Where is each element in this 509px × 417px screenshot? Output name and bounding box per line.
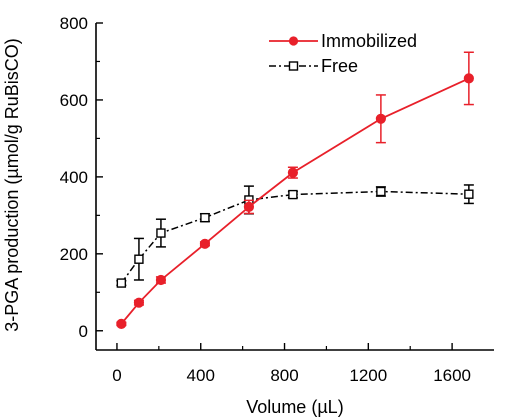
legend-marker: [288, 61, 299, 71]
data-point: [375, 113, 386, 124]
y-tick-label: 0: [79, 322, 88, 341]
data-point: [116, 278, 127, 288]
series-line: [120, 77, 470, 325]
legend: Immobilized Free: [269, 31, 417, 76]
series-layer: [116, 51, 474, 329]
data-point: [243, 201, 255, 212]
x-tick-label: 1600: [433, 366, 471, 385]
legend-marker: [288, 36, 299, 46]
x-tick-label: 1200: [349, 366, 387, 385]
y-tick-label: 200: [60, 245, 88, 264]
legend-label: Immobilized: [321, 31, 417, 51]
legend-entry-immobilized: Immobilized: [269, 31, 417, 51]
y-tick-label: 400: [60, 168, 88, 187]
y-tick-label: 600: [60, 91, 88, 110]
x-axis-title: Volume (µL): [246, 397, 343, 417]
data-point: [287, 167, 299, 178]
x-tick-label: 0: [112, 366, 121, 385]
y-axis-title: 3-PGA production (µmol/g RuBisCO): [2, 38, 22, 331]
data-point: [288, 189, 298, 200]
axes: 0 200 400 600 800 0 400 800 1200 1600: [60, 14, 494, 385]
data-point: [116, 318, 127, 329]
data-point: [134, 254, 144, 264]
data-point: [200, 212, 210, 223]
data-point: [376, 186, 386, 197]
data-point: [156, 228, 166, 238]
y-tick-label: 800: [60, 14, 88, 33]
series-free: [116, 184, 474, 288]
data-point: [199, 238, 211, 249]
data-point: [463, 73, 474, 84]
x-tick-label: 400: [187, 366, 215, 385]
data-point: [133, 297, 145, 308]
legend-entry-free: Free: [269, 56, 358, 76]
data-point: [464, 189, 474, 199]
data-point: [155, 274, 167, 286]
x-tick-label: 800: [270, 366, 298, 385]
series-immobilized: [116, 51, 474, 329]
legend-label: Free: [321, 56, 358, 76]
